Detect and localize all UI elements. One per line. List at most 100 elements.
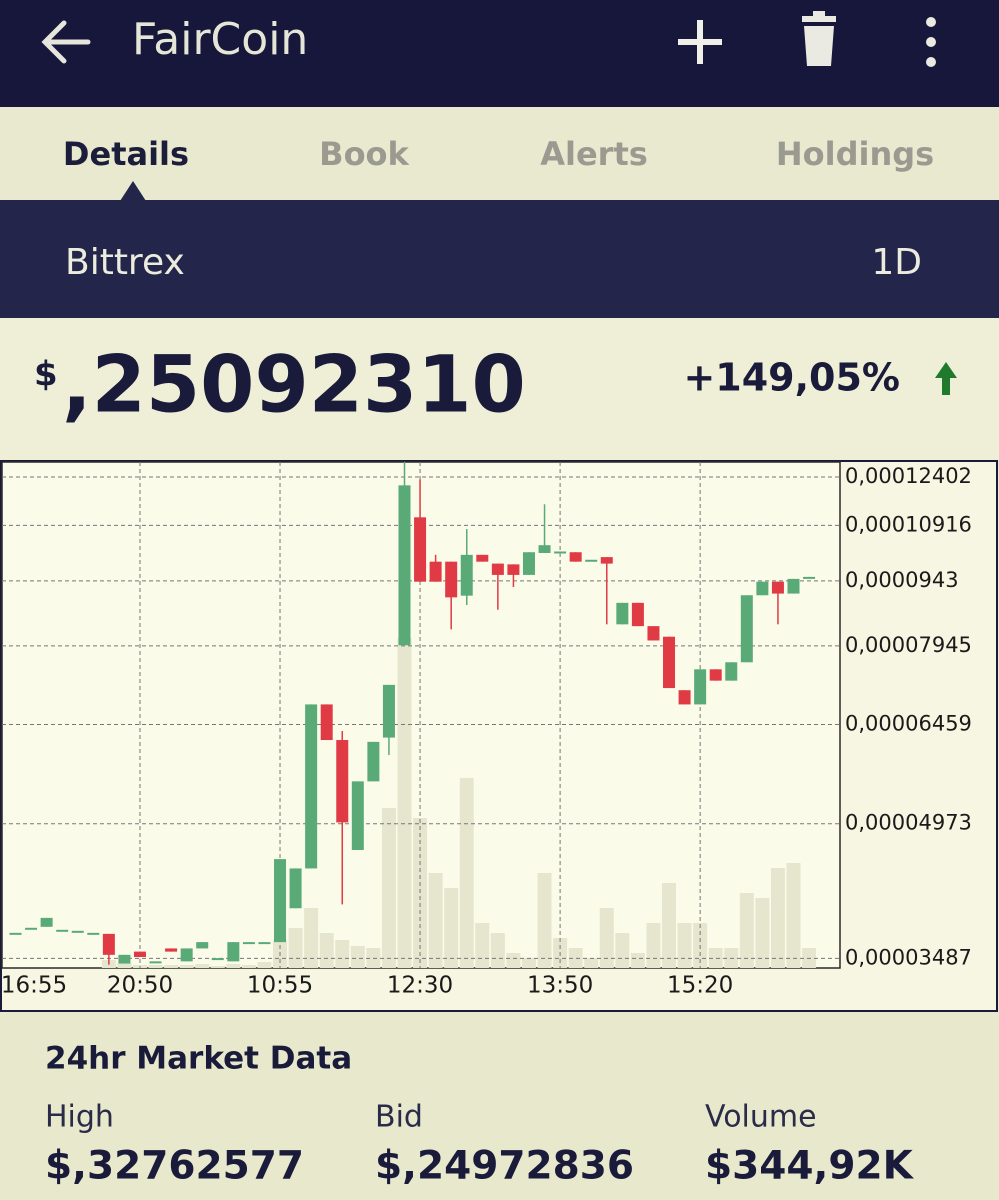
delete-button[interactable]: [802, 11, 836, 66]
range-selector[interactable]: 1D: [871, 242, 922, 283]
exchange-name[interactable]: Bittrex: [65, 242, 185, 283]
exchange-bar: [0, 200, 999, 318]
stat-label: Volume: [705, 1100, 817, 1135]
candle-body: [102, 933, 115, 955]
volume-bar: [630, 953, 645, 968]
candle-body: [678, 690, 691, 705]
candle-body: [25, 927, 38, 930]
y-tick-label: 0,00012402: [845, 464, 972, 488]
volume-bar: [584, 958, 599, 968]
volume-bar: [475, 923, 490, 968]
y-tick-label: 0,00007945: [845, 633, 972, 657]
candle-body: [211, 958, 224, 961]
volume-bar: [739, 893, 754, 968]
currency-symbol: $: [34, 355, 58, 395]
candle-body: [9, 932, 22, 935]
candle-body: [336, 740, 349, 823]
volume-bar: [770, 868, 785, 968]
candle-body: [289, 868, 302, 909]
y-tick-label: 0,0000943: [845, 568, 959, 592]
candle-body: [351, 781, 364, 851]
y-tick-label: 0,00004973: [845, 811, 972, 835]
candle-body: [398, 485, 411, 646]
volume-bar: [350, 946, 365, 968]
tab[interactable]: Book: [319, 135, 409, 173]
section-title: 24hr Market Data: [45, 1041, 352, 1077]
volume-bar: [397, 638, 412, 968]
stat-label: High: [45, 1100, 114, 1135]
candle-body: [118, 954, 131, 964]
candle-body: [305, 704, 318, 869]
candle-body: [787, 578, 800, 594]
candle-body: [663, 636, 676, 689]
x-tick-label: 15:20: [667, 973, 733, 999]
tab[interactable]: Details: [63, 135, 189, 173]
add-button[interactable]: [678, 20, 722, 64]
volume-bar: [444, 888, 459, 968]
volume-bar: [677, 923, 692, 968]
candle-body: [227, 942, 240, 962]
volume-bar: [662, 883, 677, 968]
candle-body: [180, 948, 193, 962]
candle-body: [616, 602, 629, 625]
back-button[interactable]: [41, 20, 91, 64]
app-title: FairCoin: [132, 14, 308, 65]
candle-body: [196, 942, 209, 949]
volume-bar: [195, 964, 210, 968]
volume-bar: [288, 928, 303, 968]
candle-body: [476, 554, 489, 562]
menu-button[interactable]: [926, 17, 936, 67]
candle-body: [40, 917, 53, 927]
candle-body: [71, 930, 84, 933]
volume-bar: [210, 966, 225, 968]
candle-body: [242, 942, 255, 945]
candle-body: [803, 576, 816, 579]
volume-bar: [226, 964, 241, 968]
y-tick-label: 0,00003487: [845, 945, 972, 969]
tab[interactable]: Alerts: [540, 135, 648, 173]
tab-indicator: [120, 181, 146, 201]
volume-bar: [490, 933, 505, 968]
volume-bar: [755, 898, 770, 968]
tab-bar: [0, 107, 999, 201]
candle-body: [725, 662, 738, 681]
candle-body: [367, 741, 380, 782]
candle-body: [429, 561, 442, 582]
price-change: +149,05%: [683, 356, 900, 400]
volume-bar: [179, 965, 194, 968]
candle-body: [445, 561, 458, 598]
candle-body: [647, 626, 660, 641]
candle-body: [554, 551, 567, 554]
candle-body: [87, 932, 100, 935]
candle-body: [274, 859, 287, 943]
stat-value: $344,92K: [705, 1144, 915, 1189]
volume-bar: [537, 873, 552, 968]
volume-bar: [381, 808, 396, 968]
volume-bar: [599, 908, 614, 968]
candle-body: [460, 554, 473, 596]
stat-value: $,32762577: [45, 1144, 304, 1189]
market-panel: [0, 1012, 999, 1200]
volume-bar: [506, 953, 521, 968]
candle-body: [56, 929, 69, 932]
candle-body: [491, 563, 504, 575]
volume-bar: [304, 908, 319, 968]
candle-body: [756, 581, 769, 596]
candle-body: [709, 669, 722, 681]
volume-bar: [521, 958, 536, 968]
candle-body: [414, 517, 427, 582]
candle-body: [522, 552, 535, 575]
candle-body: [165, 948, 178, 952]
candle-body: [771, 581, 784, 594]
volume-bar: [164, 965, 179, 968]
volume-bar: [428, 873, 443, 968]
tab[interactable]: Holdings: [776, 135, 934, 173]
candle-body: [631, 602, 644, 627]
x-tick-label: 12:30: [387, 973, 453, 999]
volume-bar: [257, 962, 272, 968]
volume-bar: [459, 778, 474, 968]
volume-bar: [335, 940, 350, 968]
volume-bar: [646, 923, 661, 968]
